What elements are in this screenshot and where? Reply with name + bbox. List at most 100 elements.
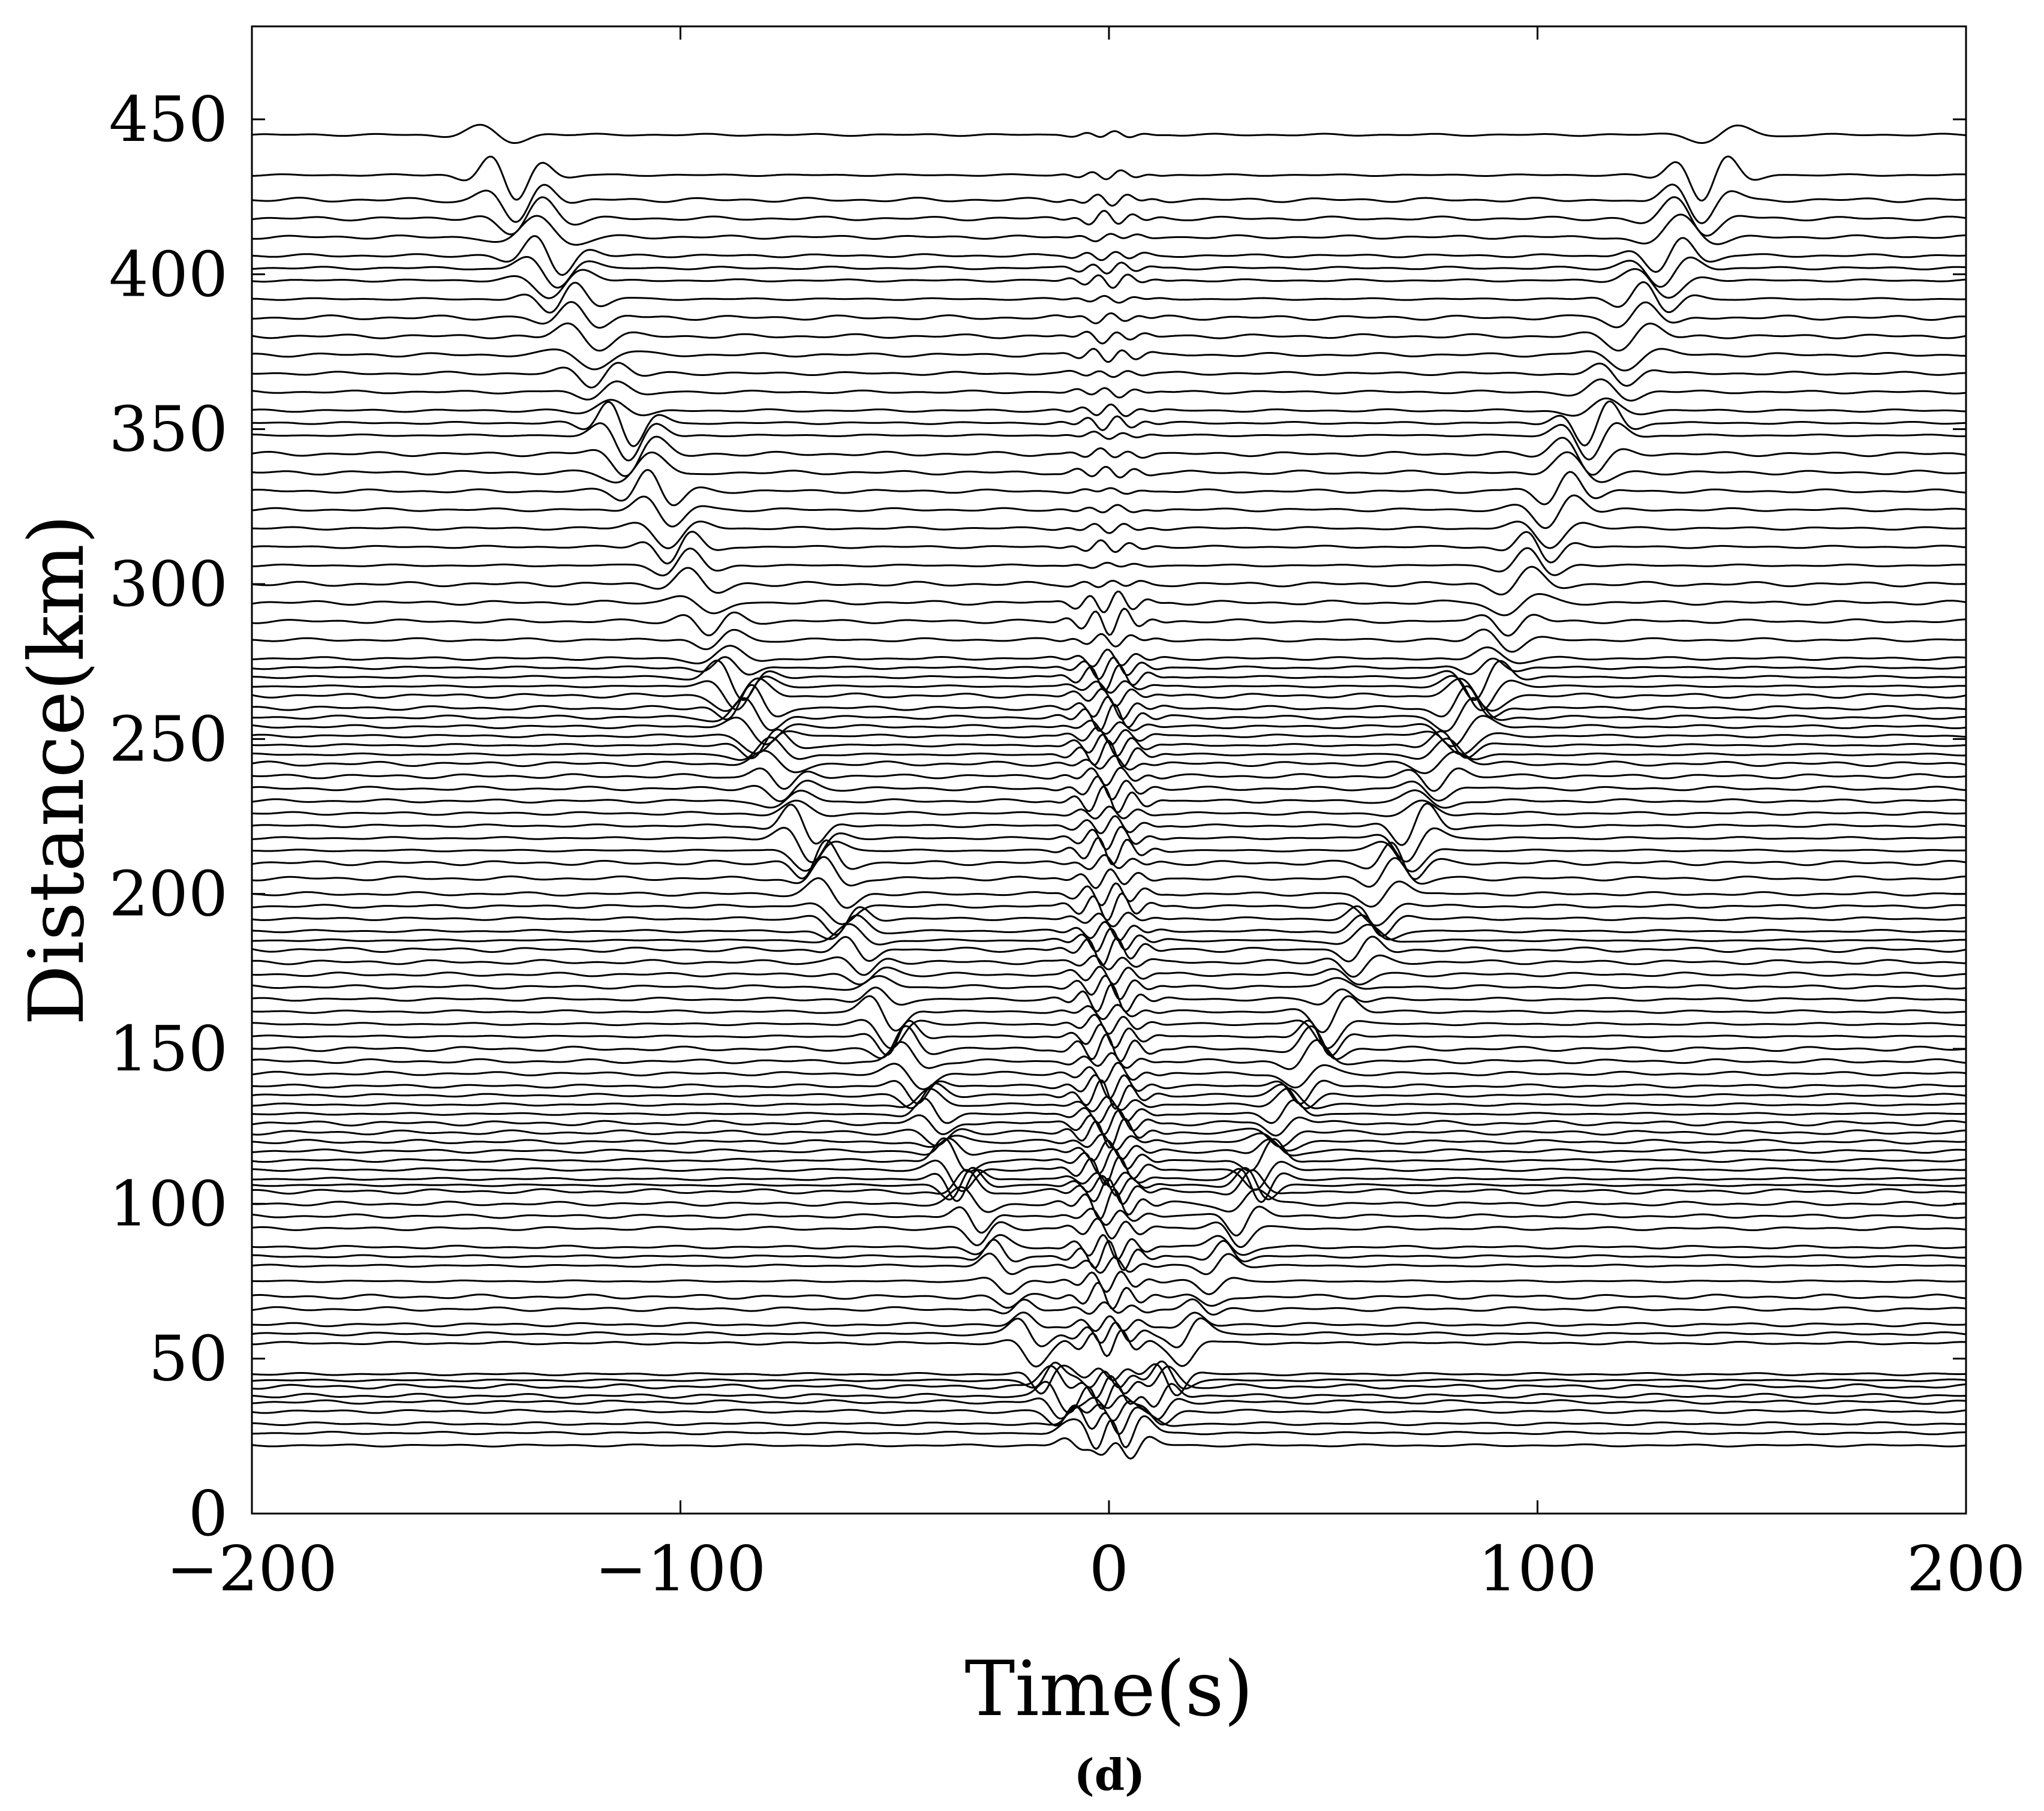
trace-61km: [251, 1311, 1967, 1332]
trace-158km: [252, 1013, 1967, 1049]
trace-205km: [251, 856, 1967, 889]
trace-123km: [251, 1117, 1967, 1149]
trace-342km: [251, 435, 1967, 477]
x-tick-label: 100: [1478, 1532, 1597, 1605]
trace-200km: [251, 877, 1967, 909]
x-tick-label: 0: [1089, 1532, 1129, 1605]
trace-348km: [251, 422, 1967, 462]
trace-146km: [251, 1039, 1967, 1070]
trace-368km: [251, 362, 1967, 389]
trace-276km: [251, 645, 1967, 667]
trace-55km: [251, 1329, 1967, 1368]
trace-86km: [251, 1234, 1967, 1261]
trace-251km: [251, 726, 1967, 756]
trace-92km: [251, 1217, 1967, 1249]
x-tick-label: 200: [1907, 1532, 2026, 1605]
x-tick-label: −100: [595, 1532, 767, 1605]
trace-226km: [251, 799, 1967, 820]
trace-75km: [251, 1271, 1967, 1295]
trace-324km: [251, 494, 1967, 530]
x-tick-label: −200: [166, 1532, 338, 1605]
trace-150km: [251, 1025, 1967, 1063]
trace-43km: [251, 1360, 1967, 1390]
trace-362km: [251, 378, 1967, 402]
trace-402km: [251, 255, 1967, 289]
trace-380km: [251, 322, 1967, 352]
trace-230km: [251, 786, 1967, 814]
trace-418km: [251, 196, 1967, 237]
trace-336km: [251, 451, 1967, 484]
panel-label: (d): [1074, 1749, 1145, 1800]
trace-129km: [251, 1097, 1967, 1124]
trace-392km: [251, 281, 1967, 314]
trace-352km: [251, 400, 1967, 447]
trace-282km: [251, 628, 1967, 653]
trace-300km: [251, 565, 1967, 596]
x-tick-group: −200 −100 0 100 200: [166, 26, 2025, 1605]
trace-138km: [251, 1074, 1967, 1105]
trace-196km: [251, 892, 1967, 926]
trace-41km: [251, 1365, 1967, 1400]
trace-234km: [251, 775, 1967, 802]
trace-406km: [251, 234, 1967, 276]
trace-222km: [251, 802, 1967, 846]
trace-group: [251, 124, 1967, 1460]
trace-374km: [251, 348, 1967, 372]
trace-238km: [251, 766, 1967, 792]
trace-114km: [251, 1137, 1967, 1175]
trace-33km: [251, 1400, 1967, 1427]
trace-154km: [251, 1019, 1967, 1057]
y-tick-label: 250: [109, 702, 228, 775]
trace-260km: [251, 684, 1967, 721]
trace-66km: [251, 1298, 1967, 1316]
trace-412km: [251, 213, 1967, 246]
trace-166km: [251, 983, 1967, 1013]
trace-70km: [251, 1281, 1967, 1310]
trace-192km: [251, 905, 1967, 937]
trace-424km: [251, 183, 1967, 224]
trace-111km: [251, 1156, 1967, 1192]
y-tick-label: 300: [109, 547, 228, 621]
trace-270km: [251, 659, 1967, 701]
trace-174km: [251, 965, 1967, 986]
x-axis-title: Time(s): [964, 1645, 1253, 1733]
trace-273km: [251, 656, 1967, 681]
trace-83km: [252, 1238, 1967, 1271]
trace-257km: [251, 697, 1967, 733]
y-axis-title: Distance(km): [13, 515, 101, 1025]
trace-330km: [251, 469, 1967, 507]
y-tick-group: 0 50 100 150 200 250 300 350 400 450: [109, 83, 1966, 1550]
y-tick-label: 100: [109, 1167, 228, 1240]
trace-267km: [252, 675, 1966, 712]
trace-445km: [251, 124, 1967, 145]
y-tick-label: 0: [188, 1477, 228, 1550]
trace-26km: [251, 1415, 1966, 1450]
trace-36km: [251, 1394, 1967, 1421]
trace-432km: [251, 155, 1967, 202]
trace-254km: [251, 715, 1967, 747]
trace-38km: [251, 1380, 1967, 1414]
y-tick-label: 150: [109, 1012, 228, 1085]
trace-185km: [252, 923, 1967, 953]
trace-108km: [252, 1168, 1966, 1204]
trace-386km: [252, 300, 1966, 329]
trace-294km: [251, 590, 1967, 616]
trace-45km: [251, 1363, 1967, 1397]
trace-142km: [251, 1061, 1967, 1090]
y-tick-label: 200: [109, 858, 228, 931]
trace-96km: [251, 1205, 1967, 1237]
trace-214km: [251, 836, 1967, 873]
trace-182km: [251, 935, 1967, 967]
trace-288km: [251, 607, 1967, 637]
trace-356km: [251, 397, 1967, 417]
y-tick-label: 450: [109, 83, 228, 156]
y-tick-label: 350: [109, 393, 228, 466]
trace-178km: [251, 954, 1967, 978]
trace-162km: [251, 995, 1967, 1033]
trace-318km: [251, 521, 1967, 549]
y-tick-label: 400: [109, 237, 228, 311]
trace-126km: [251, 1109, 1967, 1137]
trace-135km: [251, 1079, 1967, 1110]
